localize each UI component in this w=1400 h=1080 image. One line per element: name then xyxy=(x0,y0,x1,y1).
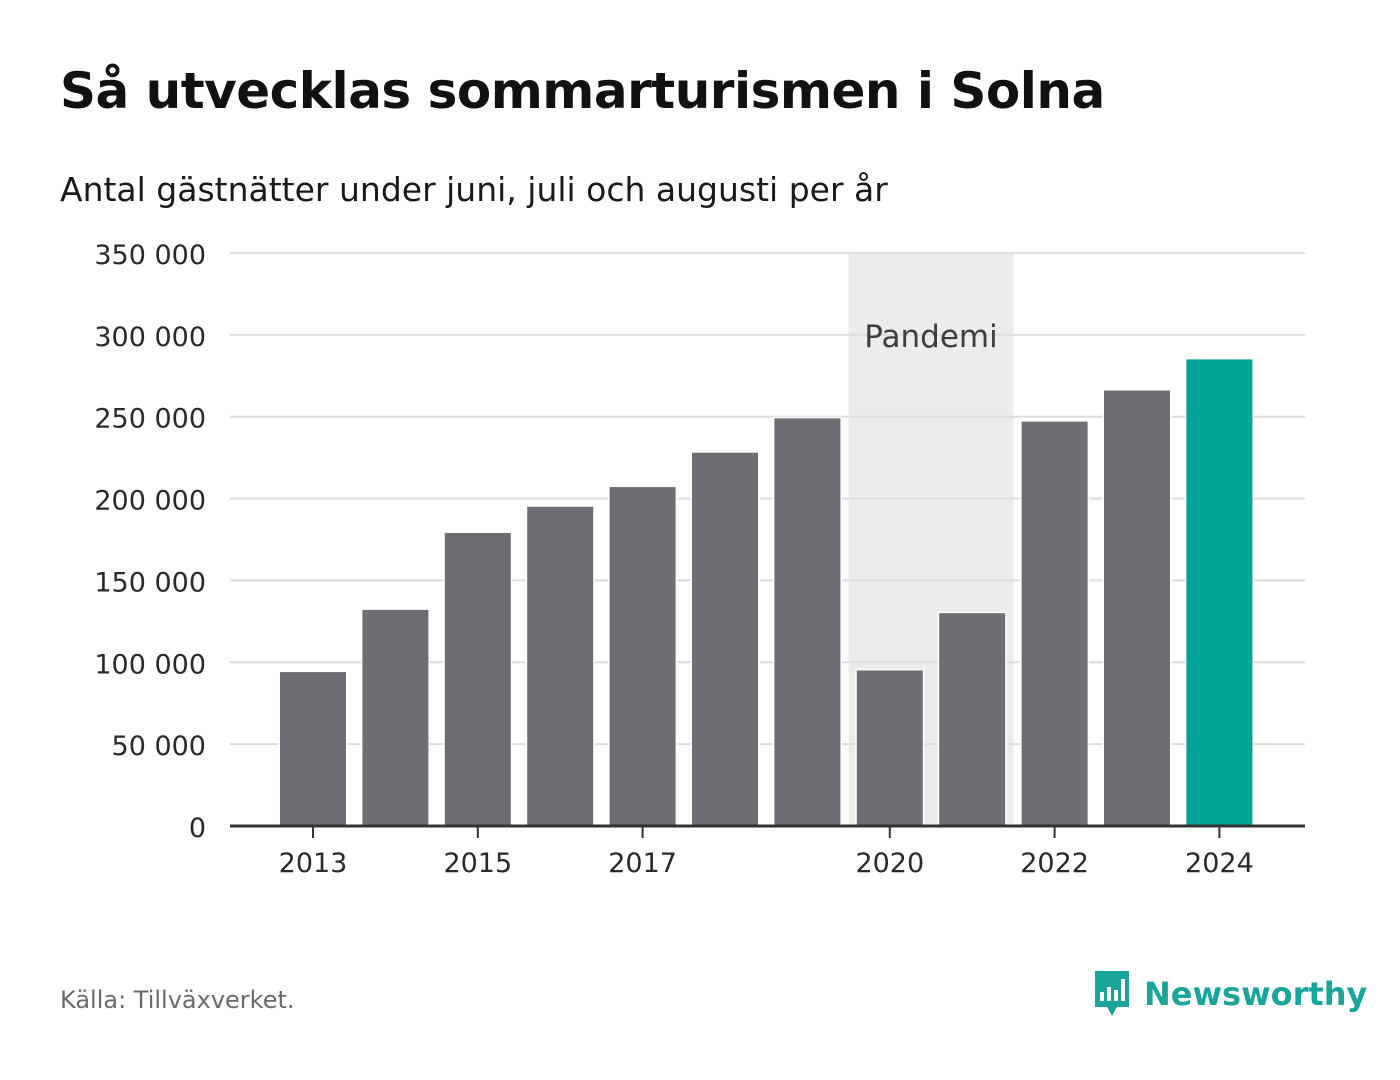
x-tick-label: 2013 xyxy=(279,848,348,879)
x-tick-label: 2022 xyxy=(1020,848,1089,879)
y-tick-label: 50 000 xyxy=(112,731,206,762)
y-tick-label: 300 000 xyxy=(94,322,206,353)
bar-2013 xyxy=(278,670,348,828)
bar-2017 xyxy=(608,485,678,828)
bar-2016 xyxy=(525,505,595,828)
brand-logo: Newsworthy xyxy=(1092,968,1367,1020)
bar-chart: Pandemi 0 50 000 100 000 150 000 200 000 250 0… xyxy=(94,240,1305,879)
x-tick-label: 2024 xyxy=(1185,848,1254,879)
bar-2022 xyxy=(1020,420,1090,828)
y-tick-label: 100 000 xyxy=(94,649,206,680)
x-tick-label: 2015 xyxy=(443,848,512,879)
bar-2023 xyxy=(1102,389,1172,828)
x-tick-label: 2017 xyxy=(608,848,677,879)
bar-2019 xyxy=(772,416,842,828)
bar-chart-speech-bubble-icon xyxy=(1095,971,1129,1016)
bar-2018 xyxy=(690,451,760,828)
y-tick-label: 250 000 xyxy=(94,404,206,435)
x-tick-label: 2020 xyxy=(855,848,924,879)
bar-2024 xyxy=(1184,357,1254,828)
source-note: Källa: Tillväxverket. xyxy=(60,986,295,1014)
y-tick-label: 150 000 xyxy=(94,567,206,598)
bar-2014 xyxy=(360,608,430,828)
chart-subtitle: Antal gästnätter under juni, juli och au… xyxy=(60,170,888,209)
chart-title: Så utvecklas sommarturismen i Solna xyxy=(60,62,1105,120)
pandemic-label: Pandemi xyxy=(864,319,998,355)
brand-name: Newsworthy xyxy=(1144,975,1368,1013)
y-tick-label: 350 000 xyxy=(94,240,206,271)
bar-2021 xyxy=(937,611,1007,828)
y-tick-label: 0 xyxy=(189,813,206,844)
bar-2020 xyxy=(855,668,925,828)
y-tick-label: 200 000 xyxy=(94,486,206,517)
bar-2015 xyxy=(443,531,513,828)
